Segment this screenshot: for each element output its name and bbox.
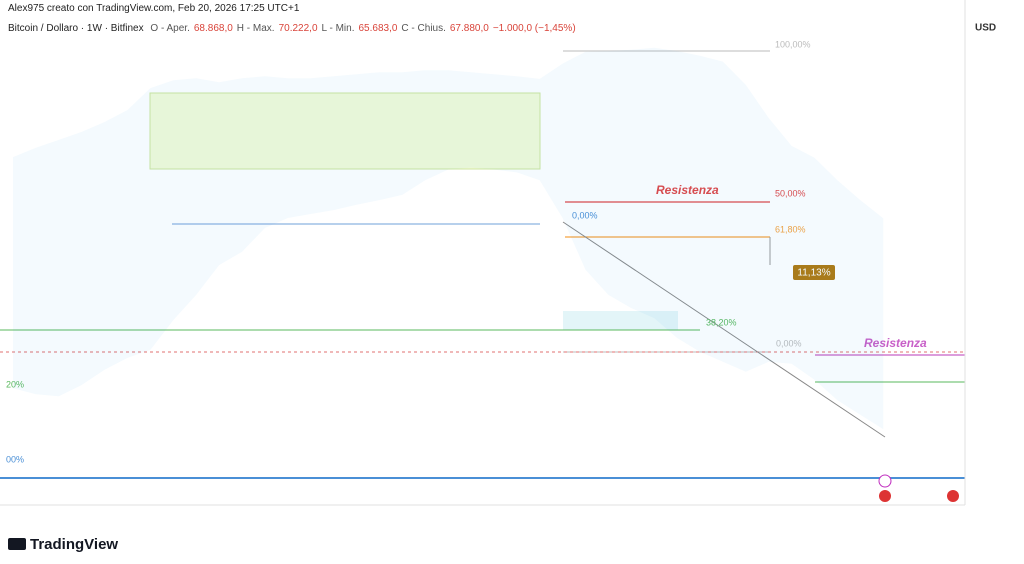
symbol: Bitcoin / Dollaro · 1W · Bitfinex xyxy=(8,23,144,34)
event-icon xyxy=(947,490,959,502)
ohlc-value: 68.868,0 xyxy=(193,23,233,34)
fib-label: 00% xyxy=(6,454,24,464)
resistance-label: Resistenza xyxy=(656,183,719,197)
ohlc-value: 70.222,0 xyxy=(278,23,318,34)
resistance-label: Resistenza xyxy=(864,336,927,350)
ohlc-key: H - Max. xyxy=(236,23,275,34)
fib-label: 0,00% xyxy=(572,210,598,220)
fib-label: 100,00% xyxy=(775,39,811,49)
pct-label: 11,13% xyxy=(797,268,830,279)
ohlc-key: O - Aper. xyxy=(150,23,190,34)
symbol-line: Bitcoin / Dollaro · 1W · Bitfinex O - Ap… xyxy=(8,23,580,34)
change: −1.000,0 (−1,45%) xyxy=(492,23,576,34)
range-box xyxy=(149,92,541,170)
brand: TradingView xyxy=(30,536,118,553)
series xyxy=(13,47,884,430)
zone-box xyxy=(563,311,678,330)
unit-box xyxy=(966,18,1024,40)
ohlc-value: 65.683,0 xyxy=(358,23,398,34)
band-fill xyxy=(13,47,884,430)
axis-unit: USD xyxy=(975,23,996,34)
drawings: 11,13% Resistenza Resistenza 100,00% 50,… xyxy=(0,39,965,479)
fib-label: 38,20% xyxy=(706,317,737,327)
event-icons xyxy=(878,474,959,502)
author-line: Alex975 creato con TradingView.com, Feb … xyxy=(8,3,300,14)
event-icon xyxy=(879,490,891,502)
fib-label: 50,00% xyxy=(775,188,806,198)
fib-label: 0,00% xyxy=(776,338,802,348)
trend-line xyxy=(562,221,886,438)
fib-label: 61,80% xyxy=(775,224,806,234)
ohlc-key: L - Min. xyxy=(321,23,355,34)
fib-label: 20% xyxy=(6,379,24,389)
ohlc-key: C - Chius. xyxy=(401,23,446,34)
logo-mark xyxy=(8,538,26,550)
event-icon xyxy=(878,474,892,488)
pct-box xyxy=(793,265,835,280)
ohlc-value: 67.880,0 xyxy=(449,23,489,34)
